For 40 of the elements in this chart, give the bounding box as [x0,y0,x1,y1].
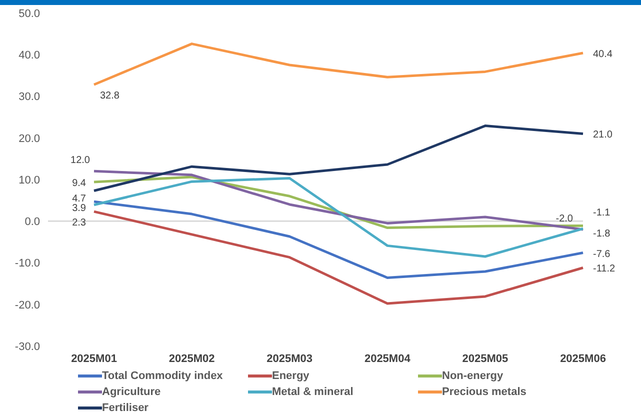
data-label: -1.8 [593,228,611,240]
y-tick-label: 50.0 [18,8,40,20]
y-tick-label: 40.0 [18,50,40,62]
legend-label: Non-energy [442,370,504,382]
data-label: 9.4 [72,178,86,189]
data-label: 40.4 [593,48,613,60]
y-tick-label: 30.0 [18,91,40,104]
x-tick-label: 2025M01 [71,352,117,365]
x-tick-label: 2025M02 [168,352,215,365]
data-label: 4.7 [72,194,86,205]
y-tick-label: -20.0 [14,299,40,312]
x-tick-label: 2025M05 [462,352,508,365]
legend-label: Precious metals [442,386,526,398]
data-label: 21.0 [593,130,613,141]
y-tick-label: -10.0 [14,258,40,270]
y-tick-label: 0.0 [24,216,40,228]
legend-label: Metal & mineral [272,386,354,398]
data-label: 32.8 [100,90,120,102]
data-label: -2.0 [556,213,574,224]
line-series [92,177,584,258]
x-tick-label: 2025M03 [266,352,313,365]
data-label: -11.2 [593,264,616,275]
line-series [92,210,584,305]
x-tick-label: 2025M04 [364,352,412,365]
legend-label: Agriculture [102,386,161,398]
legend-label: Fertiliser [102,402,148,414]
line-series [92,200,584,279]
line-series [92,42,584,86]
data-label: 2.3 [72,218,86,229]
y-tick-label: -30.0 [14,340,40,353]
data-label: -1.1 [593,208,611,219]
y-tick-label: 20.0 [18,132,40,145]
x-tick-label: 2025M06 [560,352,606,365]
legend-label: Total Commodity index [102,370,223,382]
data-label: 3.9 [72,202,86,214]
data-label: 12.0 [70,155,90,166]
y-tick-label: 10.0 [18,174,40,186]
legend-label: Energy [272,370,310,382]
line-series [92,124,584,192]
data-label: -7.6 [593,248,611,260]
